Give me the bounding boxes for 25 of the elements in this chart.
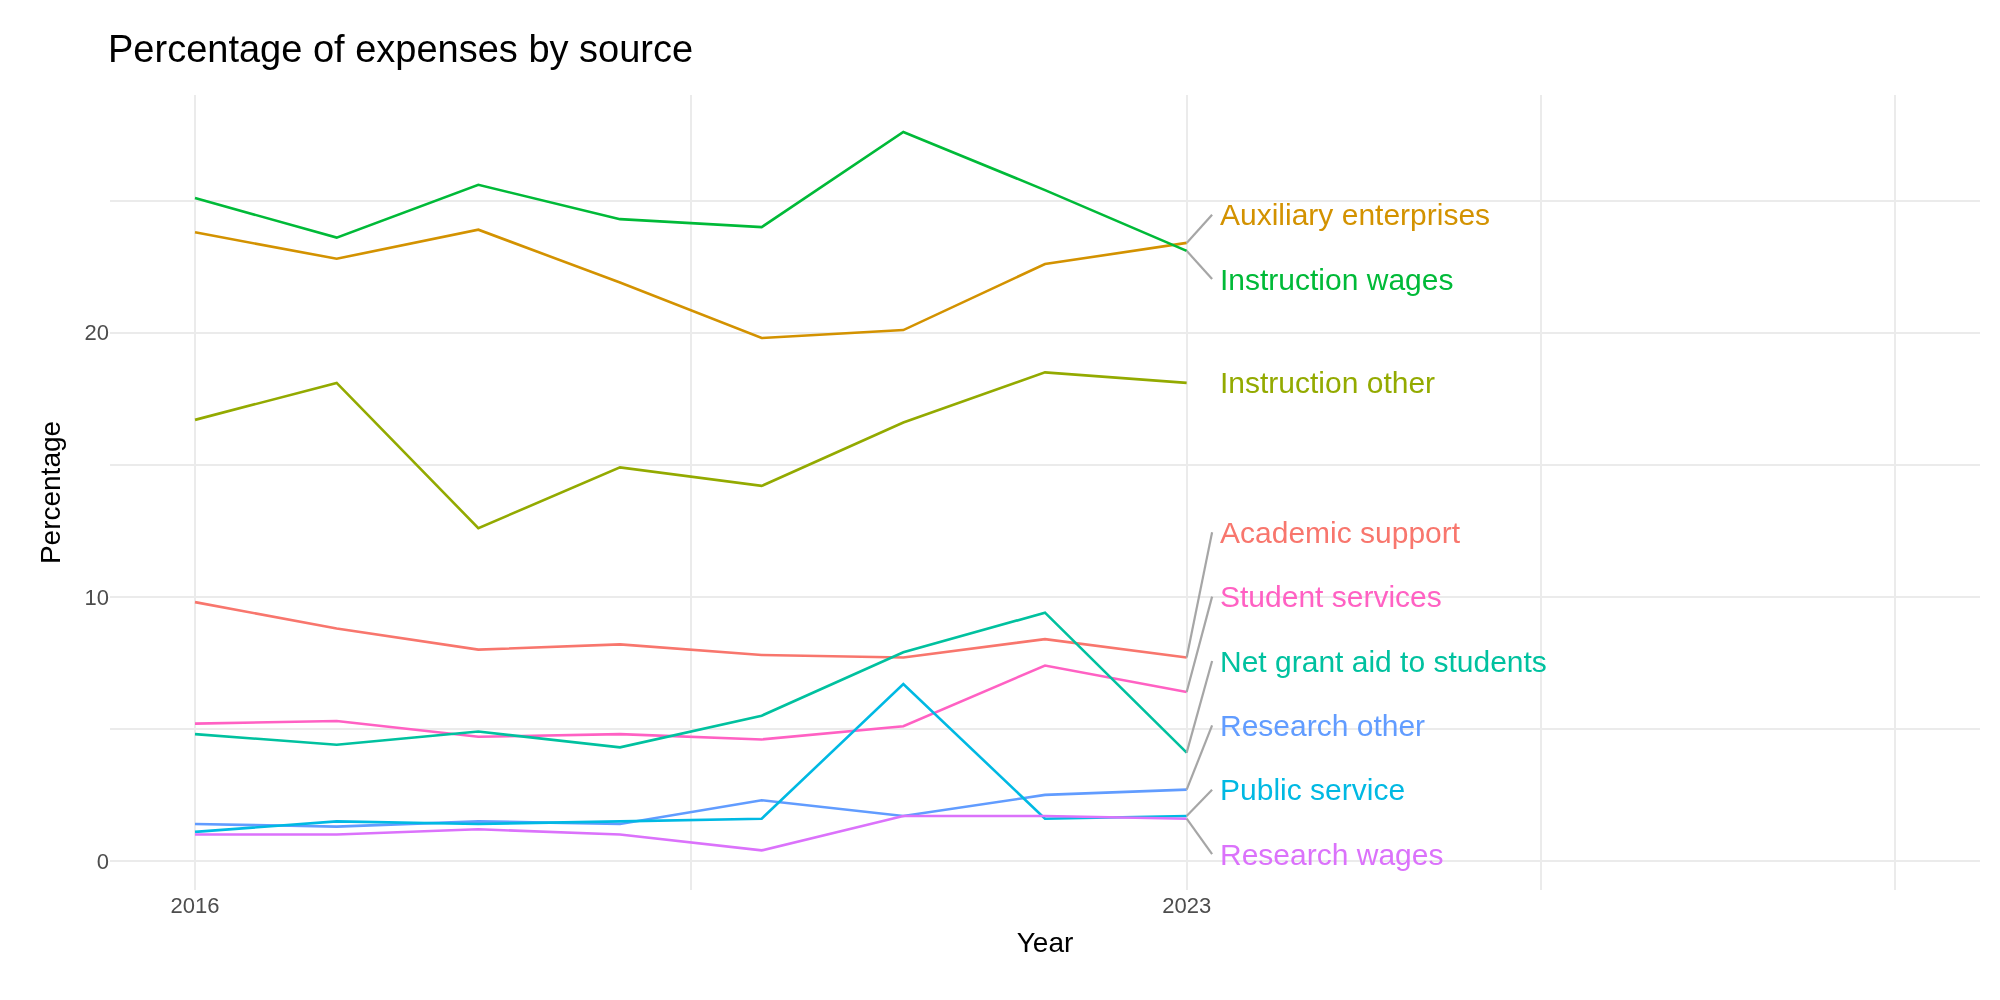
series-label: Public service <box>1220 773 1406 806</box>
series-label: Research other <box>1220 709 1426 742</box>
line-series <box>193 664 1188 741</box>
line-series <box>193 814 1188 852</box>
line-series <box>193 228 1188 340</box>
line-series <box>193 611 1188 754</box>
y-tick-label: 10 <box>84 584 109 610</box>
text: Net grant aid to students <box>1220 645 1547 678</box>
series-label: Research wages <box>1220 838 1444 871</box>
x-tick-label: 2016 <box>170 893 220 918</box>
chart-title: Percentage of expenses by source <box>108 27 694 70</box>
y-axis-title: Percentage <box>35 420 67 565</box>
x-axis-title: Year <box>1016 927 1074 959</box>
series-label: Auxiliary enterprises <box>1220 198 1491 231</box>
x-tick-label: 2023 <box>1162 893 1212 918</box>
line-series <box>193 682 1188 834</box>
text: Student services <box>1220 580 1442 613</box>
line-series <box>193 130 1188 253</box>
y-tick-label: 0 <box>96 848 109 874</box>
series-label: Instruction other <box>1220 366 1436 399</box>
line-series <box>193 600 1188 659</box>
text: Academic support <box>1220 516 1461 549</box>
series-label: Instruction wages <box>1220 263 1454 296</box>
line-series <box>193 371 1188 530</box>
y-tick-label: 20 <box>84 320 109 346</box>
